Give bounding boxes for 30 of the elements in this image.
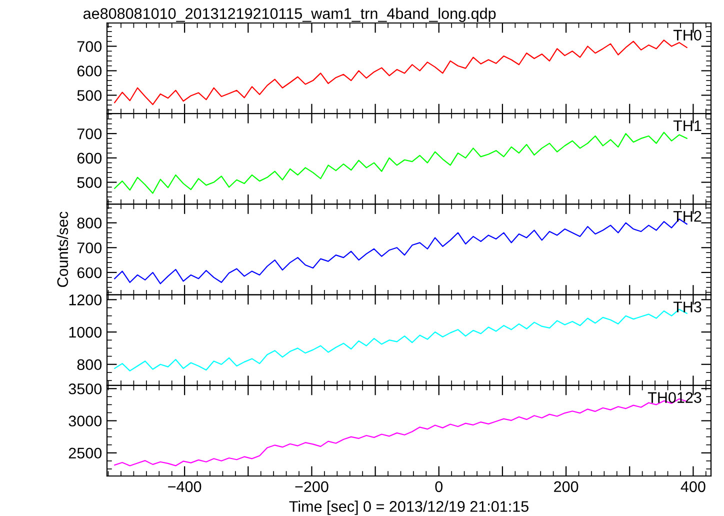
y-tick-label: 700: [77, 242, 102, 254]
series-label: TH2: [673, 210, 702, 222]
y-tick-label: 700: [77, 128, 102, 140]
x-tick-label: 200: [554, 481, 578, 492]
x-tick-label: −400: [168, 481, 202, 492]
series-label: TH1: [673, 120, 702, 132]
y-tick-label: 600: [77, 152, 102, 164]
series-label: TH0123: [648, 392, 702, 403]
x-tick-label: 400: [680, 481, 706, 492]
y-tick-label: 3000: [68, 416, 102, 426]
series-label: TH3: [673, 302, 702, 312]
y-tick-label: 800: [77, 218, 102, 229]
series-label: TH0: [673, 30, 702, 41]
y-tick-label: 700: [77, 41, 102, 52]
y-tick-label: 1000: [69, 326, 102, 338]
x-axis-title: Time [sec] 0 = 2013/12/19 21:01:15: [289, 500, 528, 515]
y-tick-label: 600: [77, 66, 102, 76]
y-tick-label: 3500: [68, 383, 102, 394]
chart-title: ae808081010_20131219210115_wam1_trn_4band_long.qdp: [83, 8, 496, 22]
y-tick-label: 1200: [69, 294, 102, 306]
x-tick-label: 0: [435, 481, 443, 492]
y-axis-title: Counts/sec: [56, 212, 68, 287]
line-series: [114, 40, 688, 106]
line-series: [114, 132, 688, 194]
y-tick-label: 500: [77, 90, 102, 101]
y-tick-label: 600: [77, 267, 102, 278]
y-tick-label: 2500: [68, 448, 102, 459]
x-tick-label: −200: [295, 481, 328, 492]
y-tick-label: 500: [77, 177, 102, 188]
y-tick-label: 800: [77, 359, 102, 370]
